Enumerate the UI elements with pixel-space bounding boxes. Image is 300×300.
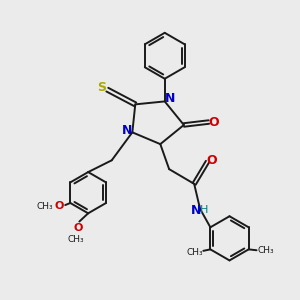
Text: O: O bbox=[206, 154, 217, 167]
Text: CH₃: CH₃ bbox=[36, 202, 53, 211]
Text: N: N bbox=[165, 92, 175, 105]
Text: CH₃: CH₃ bbox=[67, 235, 84, 244]
Text: N: N bbox=[190, 204, 201, 217]
Text: O: O bbox=[208, 116, 219, 128]
Text: H: H bbox=[200, 206, 208, 215]
Text: CH₃: CH₃ bbox=[258, 246, 274, 255]
Text: O: O bbox=[73, 223, 83, 233]
Text: N: N bbox=[122, 124, 132, 137]
Text: CH₃: CH₃ bbox=[187, 248, 203, 257]
Text: O: O bbox=[54, 201, 63, 211]
Text: S: S bbox=[98, 81, 106, 94]
